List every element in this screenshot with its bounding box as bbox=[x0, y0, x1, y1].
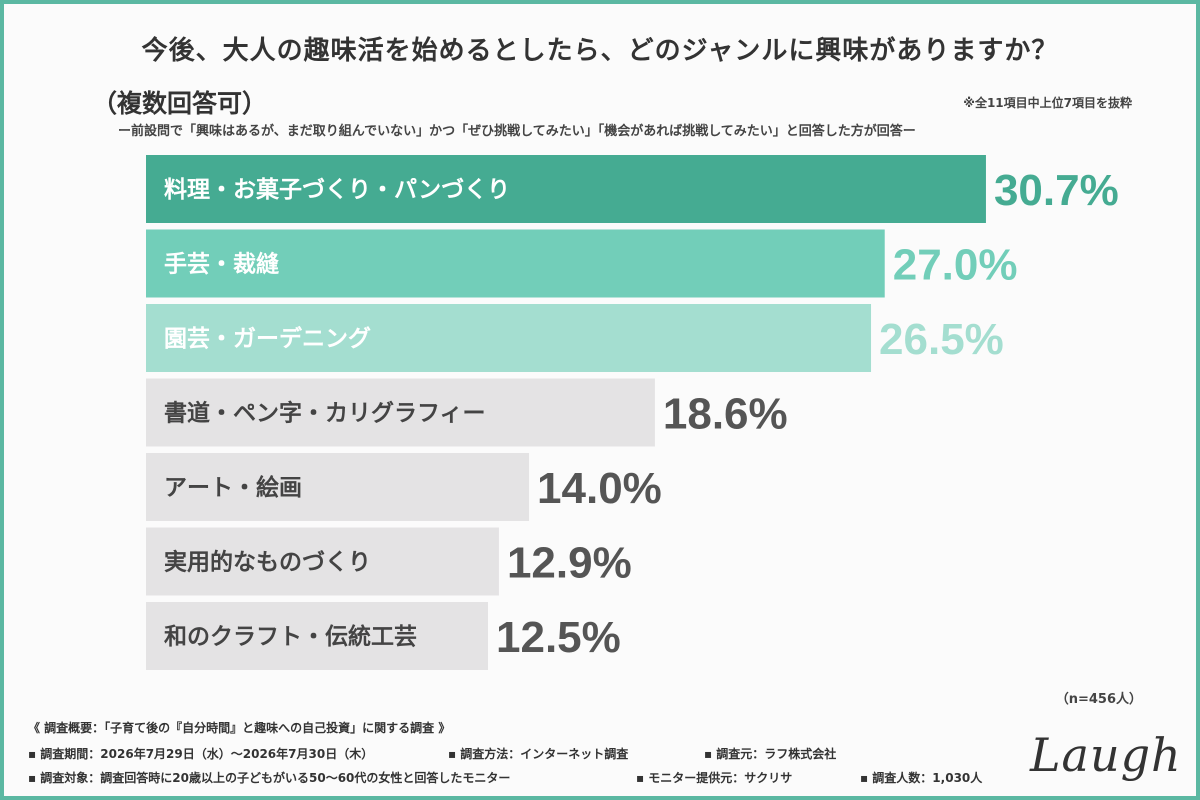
chart-subtitle: （複数回答可） bbox=[92, 89, 268, 118]
survey-method: ▪ 調査方法：インターネット調査 bbox=[448, 747, 629, 761]
category-label: 和のクラフト・伝統工芸 bbox=[164, 623, 417, 650]
survey-respondents: ▪ 調査人数：1,030人 bbox=[860, 771, 983, 785]
bar bbox=[146, 453, 530, 521]
monitor-provider: ▪ モニター提供元：サクリサ bbox=[636, 771, 793, 785]
value-label: 12.5% bbox=[496, 613, 621, 662]
survey-period: ▪ 調査期間：2026年7月29日（水）～2026年7月30日（木） bbox=[28, 747, 374, 761]
value-label: 18.6% bbox=[663, 390, 788, 439]
chart-title: 今後、大人の趣味活を始めるとしたら、どのジャンルに興味がありますか？ bbox=[141, 36, 1059, 66]
bar bbox=[146, 527, 499, 596]
respondent-condition: ー前設問で「興味はあるが、まだ取り組んでいない」かつ「ぜひ挑戦してみたい」「機会… bbox=[118, 124, 916, 139]
bar bbox=[146, 304, 872, 372]
value-label: 14.0% bbox=[537, 464, 662, 513]
sample-size: （n=456人） bbox=[1055, 692, 1142, 707]
bar bbox=[146, 155, 986, 223]
category-label: アート・絵画 bbox=[164, 474, 302, 501]
value-label: 12.9% bbox=[507, 539, 632, 588]
bar bbox=[146, 602, 488, 670]
value-label: 30.7% bbox=[994, 166, 1119, 215]
extract-note: ※全11項目中上位7項目を抜粋 bbox=[963, 96, 1132, 110]
bar bbox=[146, 229, 885, 298]
survey-organizer: ▪ 調査元：ラフ株式会社 bbox=[704, 747, 837, 761]
category-label: 実用的なものづくり bbox=[164, 549, 371, 576]
category-label: 書道・ペン字・カリグラフィー bbox=[164, 400, 486, 427]
survey-overview: 《 調査概要：「子育て後の『自分時間』と趣味への自己投資」に関する調査 》 bbox=[28, 721, 451, 735]
value-label: 27.0% bbox=[893, 241, 1018, 290]
bar bbox=[146, 378, 655, 447]
category-label: 園芸・ガーデニング bbox=[164, 325, 371, 352]
category-label: 手芸・裁縫 bbox=[164, 251, 279, 278]
value-label: 26.5% bbox=[879, 315, 1004, 364]
category-label: 料理・お菓子づくり・パンづくり bbox=[164, 177, 510, 203]
brand-logo: Laugh bbox=[1030, 728, 1182, 782]
survey-target: ▪ 調査対象：調査回答時に20歳以上の子どもがいる50〜60代の女性と回答したモ… bbox=[28, 771, 511, 785]
